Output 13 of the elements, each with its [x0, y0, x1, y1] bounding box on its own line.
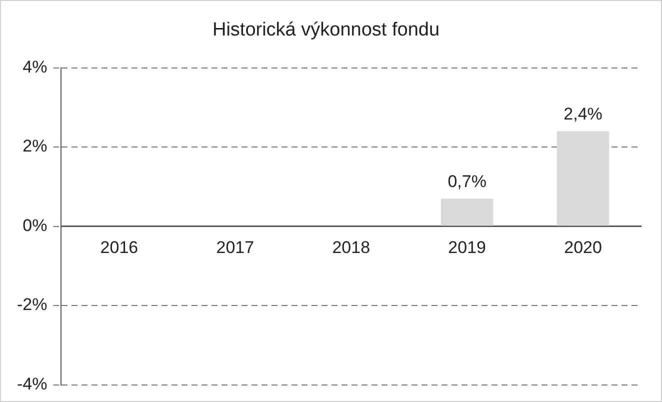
data-label: 2,4%	[564, 104, 602, 124]
y-tick-label: 4%	[22, 57, 48, 76]
y-tick-label: -2%	[16, 295, 48, 314]
y-tick-label: 2%	[22, 136, 48, 156]
y-tick-label: 0%	[22, 216, 48, 235]
x-tick-label: 2020	[564, 238, 602, 258]
data-label: 0,7%	[448, 172, 486, 191]
x-tick-label: 2018	[332, 238, 370, 258]
x-tick-label: 2019	[448, 238, 486, 258]
y-tick-label: -4%	[16, 374, 48, 394]
x-tick-label: 2017	[216, 238, 254, 258]
chart-title: Historická výkonnost fondu	[212, 20, 440, 41]
x-tick-label: 2016	[100, 238, 138, 258]
